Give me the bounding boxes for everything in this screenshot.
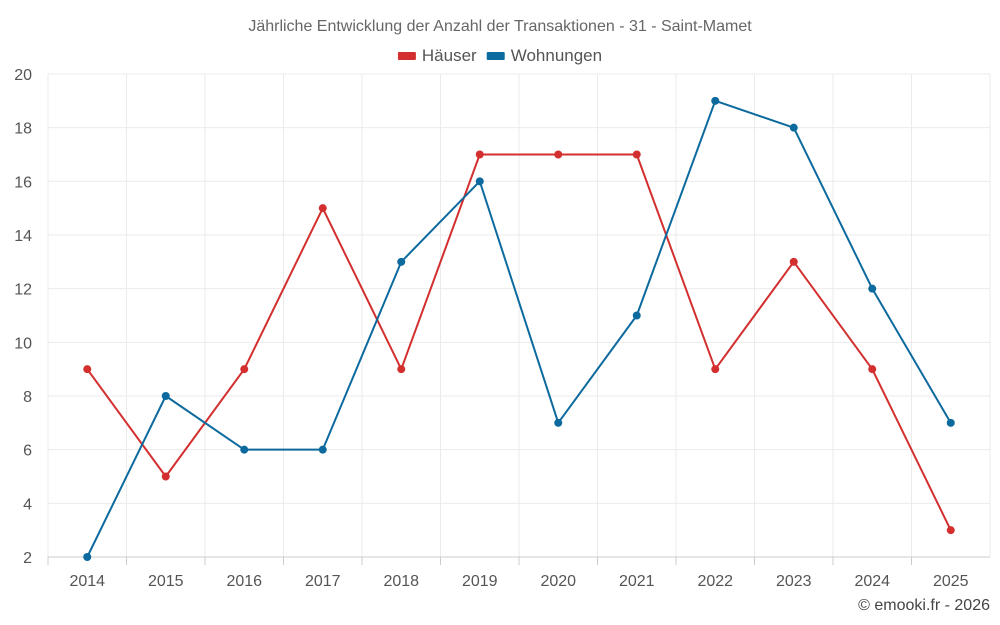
data-point <box>397 365 406 374</box>
x-tick-label: 2023 <box>776 573 812 590</box>
data-point <box>946 526 955 535</box>
data-point <box>240 445 249 454</box>
x-tick-label: 2024 <box>854 573 890 590</box>
grid <box>47 73 991 558</box>
x-tick-label: 2017 <box>305 573 341 590</box>
x-tick-label: 2018 <box>383 573 419 590</box>
y-axis: 2 4 6 8 10 12 14 16 18 20 <box>14 67 32 567</box>
x-tick-label: 2021 <box>619 573 655 590</box>
x-tick-label: 2016 <box>226 573 262 590</box>
series-layer <box>83 96 955 561</box>
data-point <box>789 123 798 132</box>
data-point <box>318 445 327 454</box>
data-point <box>397 257 406 266</box>
x-axis: 2014 2015 2016 2017 2018 2019 2020 2021 2022 2023… <box>47 556 990 590</box>
x-tick-label: 2025 <box>933 573 969 590</box>
y-tick-label: 12 <box>14 282 32 299</box>
legend-swatch <box>486 52 505 60</box>
data-point <box>554 150 563 159</box>
data-point <box>632 150 641 159</box>
y-tick-label: 20 <box>14 67 32 84</box>
data-point <box>161 472 170 481</box>
data-point <box>789 257 798 266</box>
y-tick-label: 6 <box>23 443 32 460</box>
legend-swatch <box>397 52 416 60</box>
chart-title: Jährliche Entwicklung der Anzahl der Tra… <box>248 18 752 35</box>
data-point <box>946 418 955 427</box>
legend-label: Häuser <box>422 46 477 65</box>
credit-text: © emooki.fr - 2026 <box>858 597 990 614</box>
data-point <box>711 96 720 105</box>
y-tick-label: 8 <box>23 389 32 406</box>
x-tick-label: 2020 <box>540 573 576 590</box>
y-tick-label: 16 <box>14 174 32 191</box>
legend-item-1[interactable]: Wohnungen <box>486 46 602 65</box>
y-tick-label: 10 <box>14 335 32 352</box>
data-point <box>868 284 877 293</box>
data-point <box>83 365 92 374</box>
data-point <box>711 365 720 374</box>
data-point <box>475 150 484 159</box>
y-tick-label: 2 <box>23 550 32 567</box>
legend-label: Wohnungen <box>511 46 602 65</box>
y-tick-label: 18 <box>14 121 32 138</box>
legend-item-0[interactable]: Häuser <box>397 46 477 65</box>
y-tick-label: 4 <box>23 496 32 513</box>
series-line-1 <box>86 99 952 558</box>
x-tick-label: 2014 <box>69 573 105 590</box>
series-line-0 <box>86 153 952 531</box>
x-tick-label: 2022 <box>697 573 733 590</box>
data-point <box>318 204 327 213</box>
data-point <box>554 418 563 427</box>
data-point <box>475 177 484 186</box>
x-tick-label: 2015 <box>148 573 184 590</box>
data-point <box>632 311 641 320</box>
data-point <box>868 365 877 374</box>
data-point <box>161 392 170 400</box>
data-point <box>83 553 92 561</box>
data-point <box>240 365 249 374</box>
legend: Häuser Wohnungen <box>397 46 602 65</box>
y-tick-label: 14 <box>14 228 32 245</box>
x-tick-label: 2019 <box>462 573 498 590</box>
